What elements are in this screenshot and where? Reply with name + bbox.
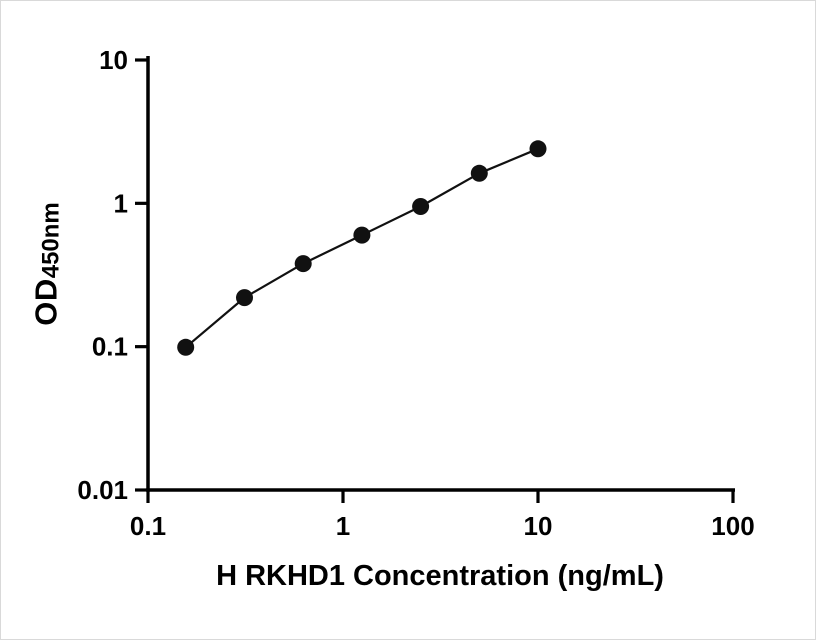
x-tick-label: 100: [711, 511, 754, 541]
data-point: [177, 338, 195, 356]
y-axis-label-sub: 450nm: [37, 202, 65, 279]
data-point: [470, 164, 488, 182]
data-point: [353, 226, 371, 244]
x-tick-label: 1: [336, 511, 350, 541]
data-point: [294, 255, 312, 273]
data-point: [236, 289, 253, 307]
y-axis-label: OD450nm: [29, 202, 66, 326]
y-tick-label: 1: [114, 188, 128, 218]
x-tick-label: 10: [524, 511, 553, 541]
data-point: [412, 198, 430, 215]
x-tick-label: 0.1: [130, 511, 166, 541]
y-tick-label: 0.01: [77, 475, 128, 505]
y-axis-label-main: OD: [28, 278, 64, 326]
y-tick-label: 10: [99, 45, 128, 75]
x-axis-label: H RKHD1 Concentration (ng/mL): [216, 560, 664, 592]
y-tick-label: 0.1: [92, 332, 128, 362]
data-point: [529, 140, 547, 158]
